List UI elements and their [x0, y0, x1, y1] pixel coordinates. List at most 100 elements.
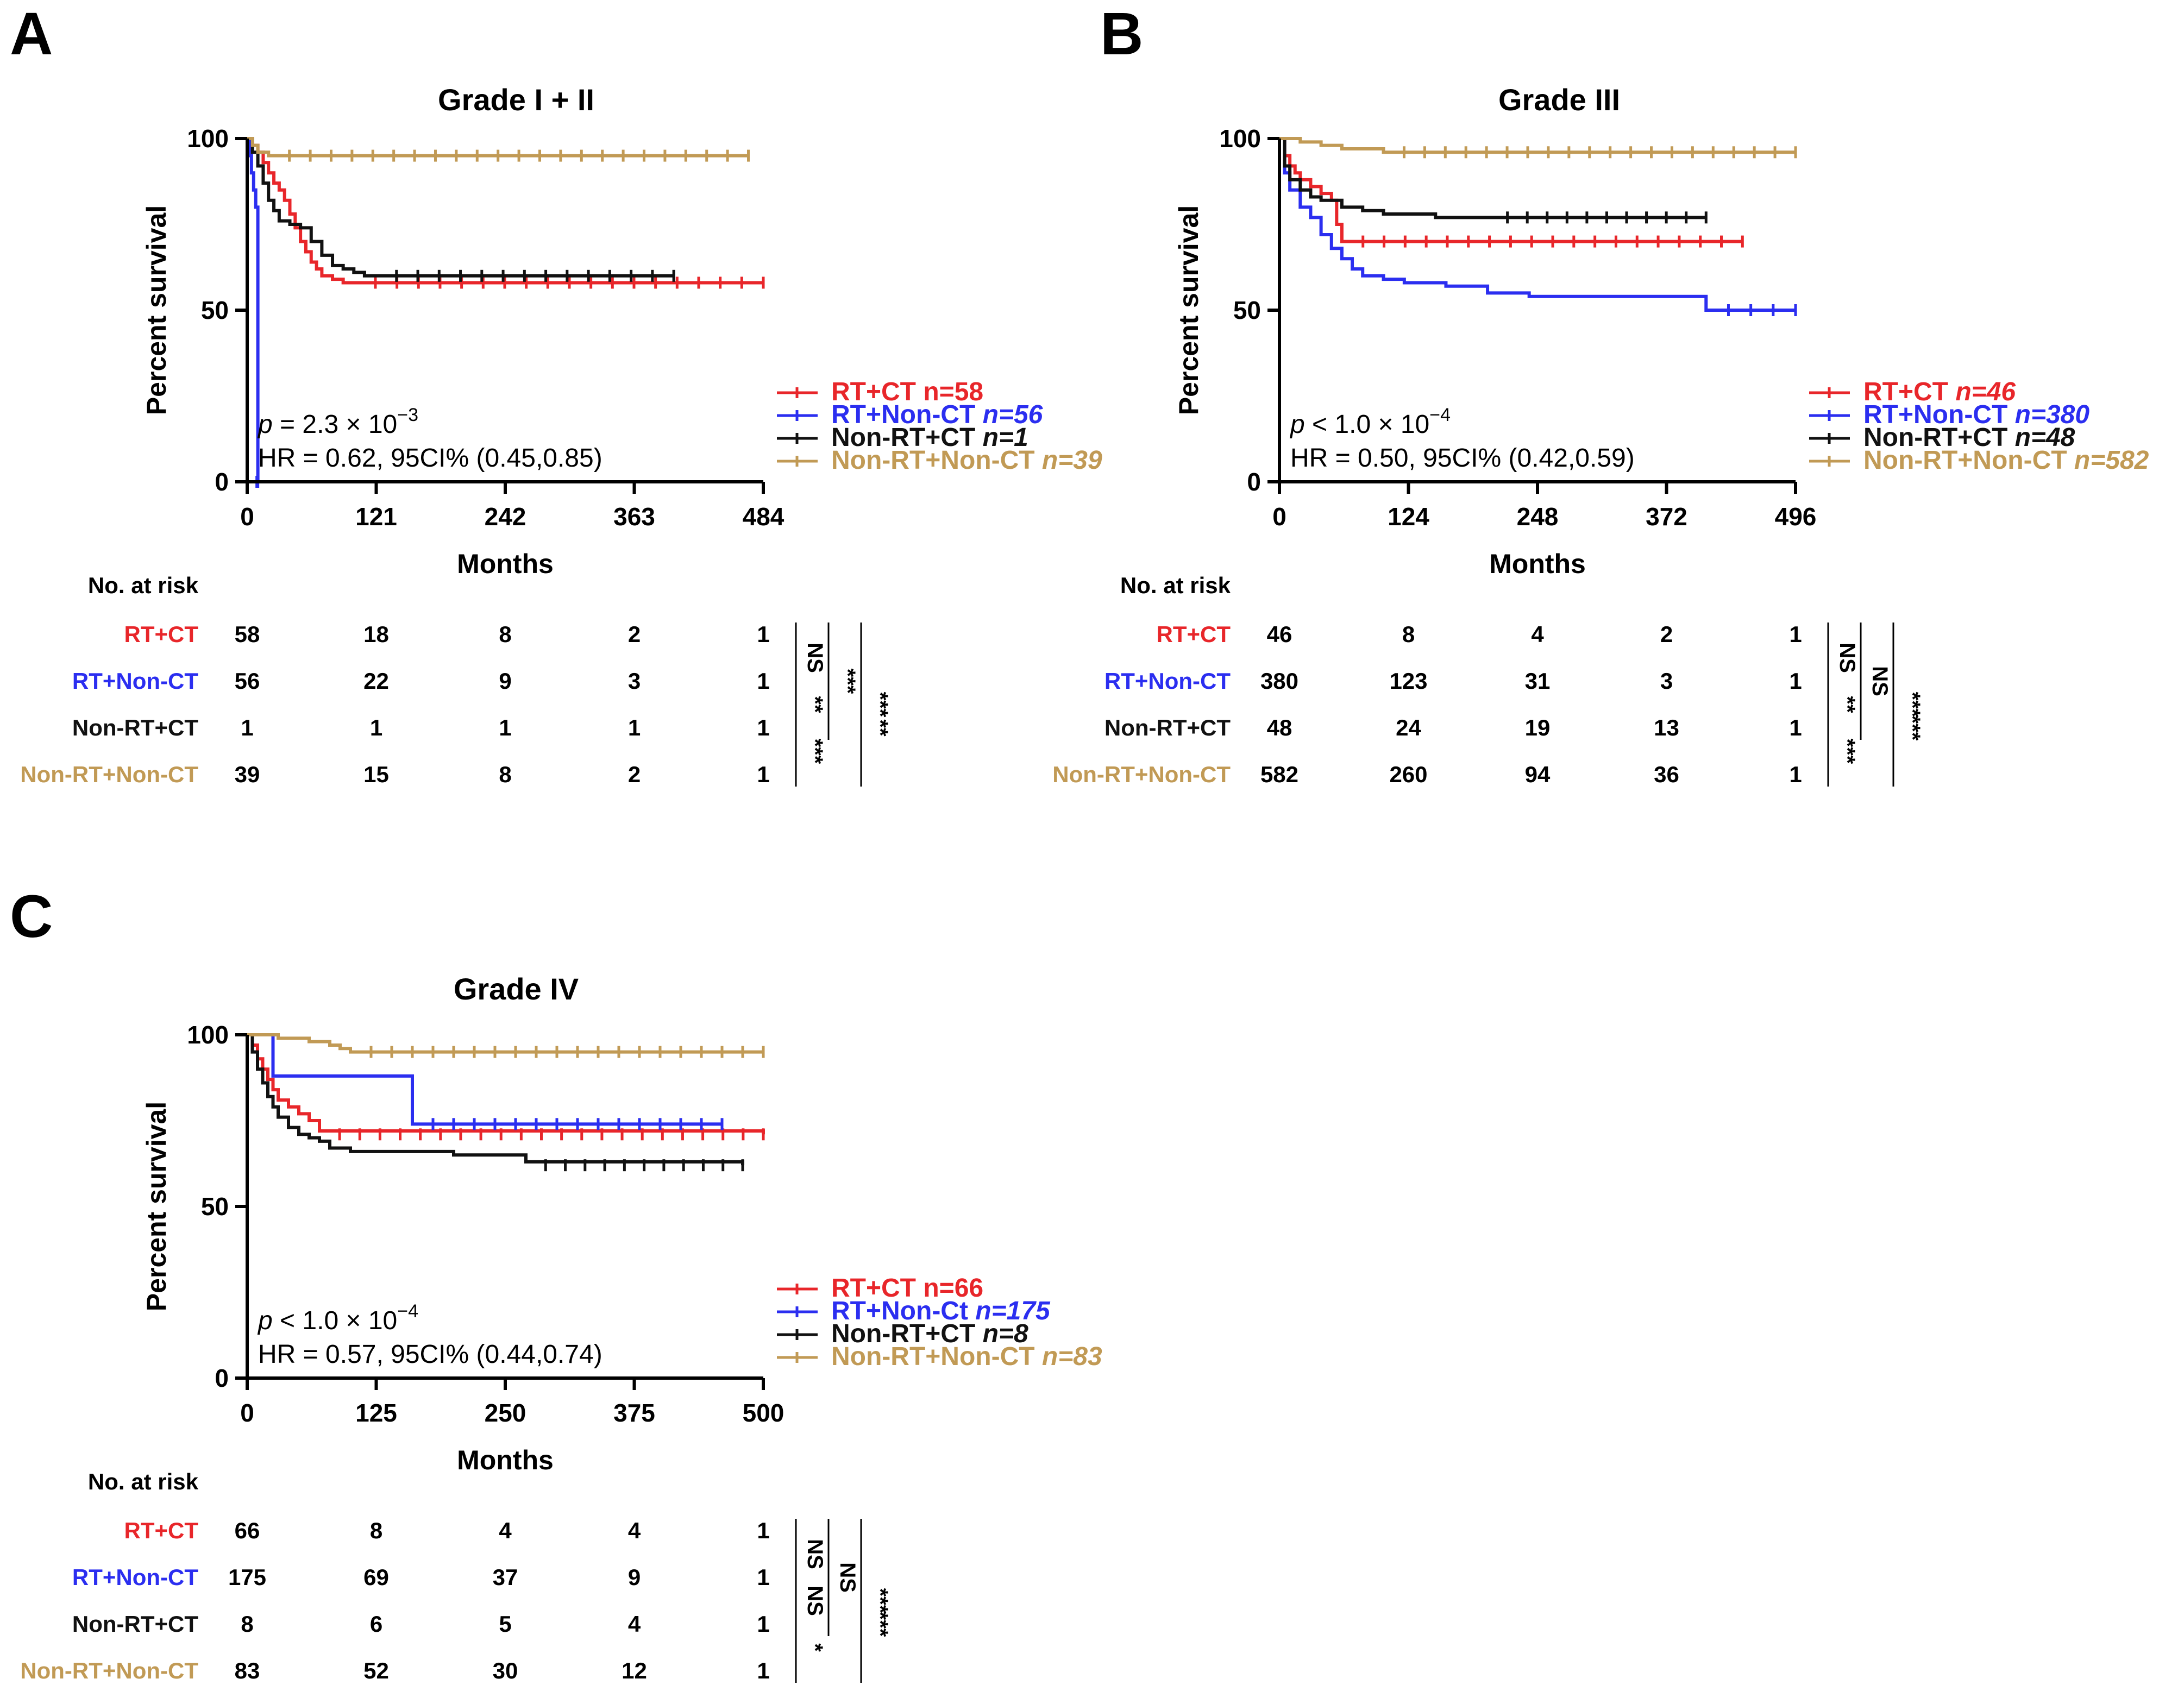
- y-axis-label: Percent survival: [141, 1102, 172, 1311]
- x-tick-label: 0: [1272, 502, 1286, 531]
- series-line-non-rt-ct: [247, 137, 674, 278]
- risk-count: 4: [628, 1611, 641, 1637]
- risk-count: 48: [1267, 715, 1292, 740]
- chart-title: Grade I + II: [438, 83, 594, 117]
- hr-text: HR = 0.57, 95CI% (0.44,0.74): [258, 1340, 603, 1369]
- legend-n: n=380: [2015, 400, 2090, 429]
- y-tick-label: 0: [215, 1364, 229, 1392]
- legend-n: n=582: [2074, 446, 2149, 475]
- legend-entry: Non-RT+Non-CT n=39: [831, 446, 1102, 475]
- risk-count: 1: [757, 1658, 769, 1683]
- risk-count: 24: [1396, 715, 1421, 740]
- risk-count: 3: [628, 668, 641, 694]
- risk-count: 3: [1660, 668, 1673, 694]
- risk-count: 8: [499, 621, 511, 647]
- legend-n: n=46: [1955, 378, 2016, 406]
- chart-title: Grade IV: [454, 972, 579, 1006]
- p-value: = 2.3 × 10: [273, 410, 398, 439]
- legend-entry: Non-RT+CT n=1: [831, 423, 1028, 452]
- risk-count: 8: [370, 1518, 382, 1543]
- p-exponent: −3: [397, 405, 418, 425]
- significance-label: NS: [836, 1562, 859, 1593]
- legend-n: n=66: [923, 1274, 983, 1303]
- risk-count: 1: [757, 621, 769, 647]
- panel-letter: A: [10, 1, 53, 67]
- significance-label: *: [803, 1643, 827, 1652]
- x-tick-label: 125: [355, 1399, 397, 1427]
- risk-row-label: Non-RT+Non-CT: [20, 762, 198, 787]
- p-exponent: −4: [397, 1301, 418, 1322]
- y-tick-label: 0: [1247, 468, 1261, 496]
- series-line-rt-ct: [247, 1033, 765, 1135]
- risk-count: 1: [757, 715, 769, 740]
- legend-name: RT+Non-Ct: [831, 1297, 975, 1325]
- legend-entry: RT+Non-CT n=56: [831, 400, 1043, 429]
- risk-count: 1: [757, 1611, 769, 1637]
- legend-name: RT+CT: [831, 1274, 923, 1303]
- hr-text: HR = 0.50, 95CI% (0.42,0.59): [1290, 444, 1635, 473]
- risk-count: 52: [363, 1658, 389, 1683]
- p-value-text: p = 2.3 × 10−3: [257, 405, 418, 439]
- risk-count: 1: [1789, 762, 1802, 787]
- legend-n: n=8: [983, 1319, 1028, 1348]
- legend-entry: RT+CT n=58: [831, 378, 983, 406]
- x-tick-label: 500: [743, 1399, 785, 1427]
- significance-label: NS: [1868, 666, 1892, 696]
- x-tick-label: 248: [1517, 502, 1559, 531]
- legend-name: Non-RT+Non-CT: [1863, 446, 2074, 475]
- risk-count: 1: [1789, 715, 1802, 740]
- series-line-rt-non-ct: [1279, 137, 1796, 312]
- significance-label: ***: [868, 1588, 892, 1614]
- p-exponent: −4: [1429, 405, 1451, 425]
- x-tick-label: 363: [613, 502, 655, 531]
- risk-row-label: Non-RT+CT: [72, 715, 198, 740]
- significance-label: **: [803, 696, 827, 713]
- x-tick-label: 0: [240, 502, 254, 531]
- x-tick-label: 121: [355, 502, 397, 531]
- x-axis-label: Months: [1489, 549, 1586, 579]
- y-axis-label: Percent survival: [141, 205, 172, 415]
- y-tick-label: 50: [201, 296, 229, 324]
- legend-entry: RT+CT n=46: [1863, 378, 2016, 406]
- risk-count: 83: [235, 1658, 260, 1683]
- risk-count: 4: [628, 1518, 641, 1543]
- panel-letter: C: [10, 883, 53, 950]
- series-line-non-rt-non-ct: [247, 137, 749, 158]
- legend-entry: RT+CT n=66: [831, 1274, 983, 1303]
- risk-row-label: RT+Non-CT: [72, 668, 198, 694]
- legend-name: RT+Non-CT: [831, 400, 983, 429]
- legend-n: n=39: [1042, 446, 1102, 475]
- significance-label: ***: [836, 669, 859, 694]
- legend-entry: Non-RT+Non-CT n=582: [1863, 446, 2149, 475]
- significance-label: ***: [1900, 715, 1924, 741]
- legend-name: Non-RT+CT: [1863, 423, 2015, 452]
- risk-count: 1: [241, 715, 253, 740]
- significance-label: NS: [803, 1586, 827, 1616]
- p-value-text: p < 1.0 × 10−4: [257, 1301, 418, 1335]
- y-tick-label: 0: [215, 468, 229, 496]
- legend-name: RT+Non-CT: [1863, 400, 2015, 429]
- risk-row-label: RT+CT: [124, 1518, 199, 1543]
- significance-label: ***: [1835, 739, 1859, 764]
- legend-name: Non-RT+CT: [831, 1319, 983, 1348]
- x-tick-label: 484: [743, 502, 785, 531]
- risk-count: 1: [370, 715, 382, 740]
- series-line-rt-non-ct: [247, 1033, 722, 1126]
- significance-label: NS: [803, 643, 827, 673]
- risk-count: 9: [628, 1564, 641, 1590]
- legend-entry: Non-RT+CT n=8: [831, 1319, 1028, 1348]
- risk-count: 123: [1389, 668, 1427, 694]
- risk-table-header: No. at risk: [1120, 573, 1231, 598]
- x-tick-label: 496: [1775, 502, 1817, 531]
- risk-count: 1: [757, 762, 769, 787]
- risk-count: 12: [622, 1658, 647, 1683]
- risk-count: 1: [757, 1564, 769, 1590]
- series-line-rt-ct: [1279, 137, 1743, 243]
- risk-count: 18: [363, 621, 389, 647]
- legend-n: n=58: [923, 378, 983, 406]
- x-tick-label: 375: [613, 1399, 655, 1427]
- x-axis-label: Months: [457, 549, 554, 579]
